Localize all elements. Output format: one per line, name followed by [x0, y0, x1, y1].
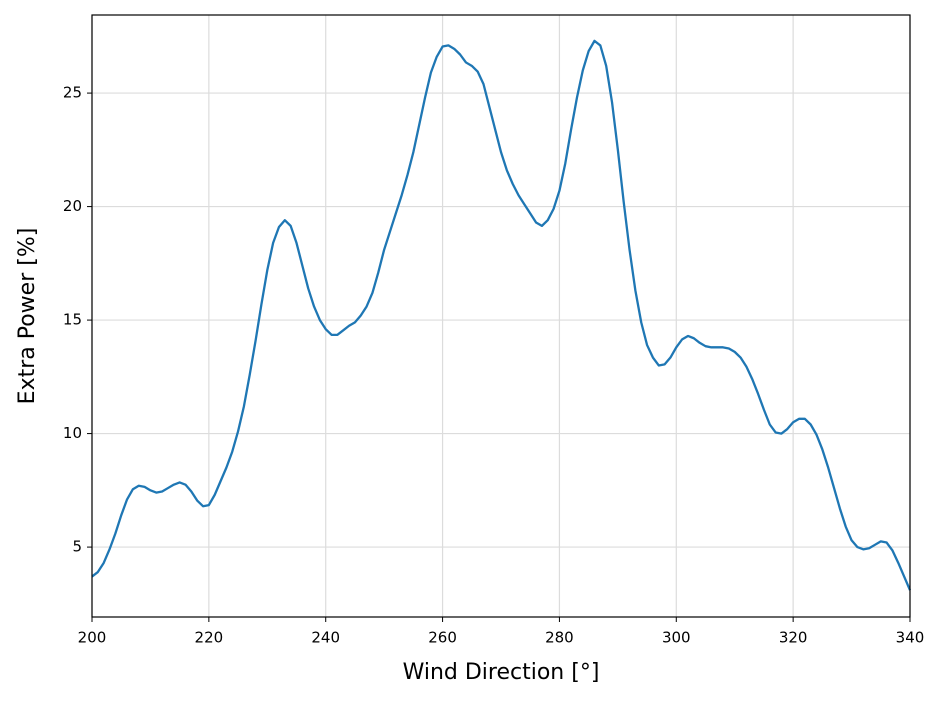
x-tick-label: 280	[545, 629, 574, 647]
y-tick-label: 5	[72, 538, 82, 556]
x-tick-label: 300	[662, 629, 691, 647]
y-axis-label: Extra Power [%]	[15, 228, 40, 405]
y-tick-label: 25	[63, 84, 82, 102]
plot-frame	[91, 14, 911, 618]
y-tick-label: 20	[63, 197, 82, 215]
line	[91, 39, 912, 591]
x-tick-label: 320	[779, 629, 808, 647]
x-axis-label: Wind Direction [°]	[403, 660, 600, 685]
x-tick-label: 240	[311, 629, 340, 647]
x-tick-label: 260	[428, 629, 457, 647]
x-tick-label: 340	[896, 629, 925, 647]
y-tick-label: 10	[63, 424, 82, 442]
x-tick-label: 200	[78, 629, 107, 647]
y-tick-label: 15	[63, 311, 82, 329]
x-tick-label: 220	[195, 629, 224, 647]
